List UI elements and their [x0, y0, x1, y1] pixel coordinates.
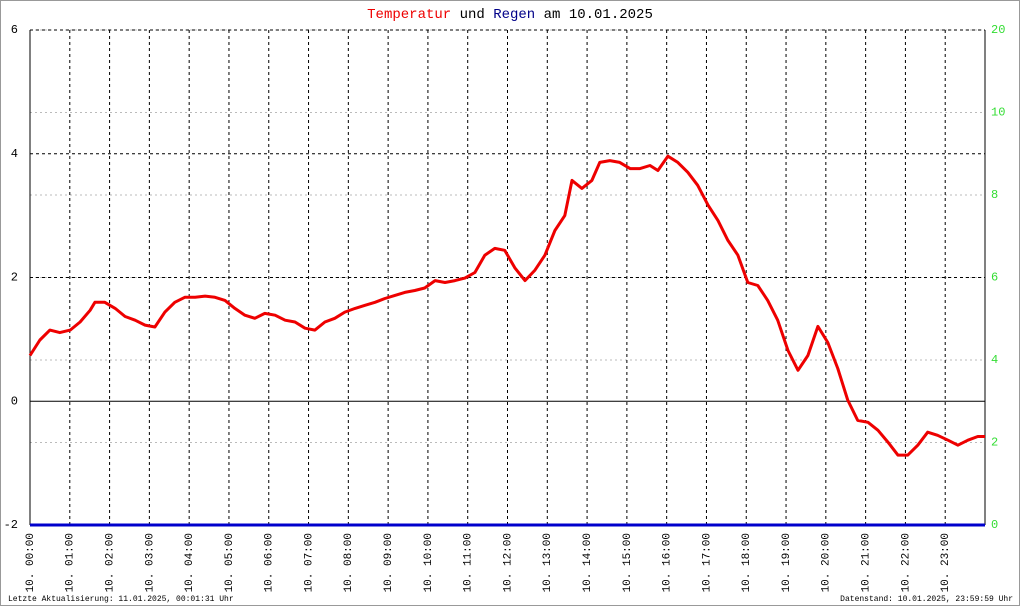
x-tick-label: 10. 07:00: [303, 533, 315, 592]
y2-tick-label: 10: [991, 106, 1005, 120]
x-tick-label: 10. 22:00: [900, 533, 912, 592]
x-tick-label: 10. 12:00: [502, 533, 514, 592]
x-tick-label: 10. 21:00: [861, 533, 873, 592]
y-tick-label: 6: [11, 23, 18, 37]
title-suffix: am 10.01.2025: [544, 7, 653, 23]
footer-left: Letzte Aktualisierung: 11.01.2025, 00:01…: [8, 595, 234, 604]
x-tick-label: 10. 02:00: [104, 533, 116, 592]
y2-tick-label: 8: [991, 188, 998, 202]
x-tick-label: 10. 06:00: [264, 533, 276, 592]
series-line: [28, 154, 985, 457]
x-tick-label: 10. 13:00: [542, 533, 554, 592]
x-tick-label: 10. 23:00: [940, 533, 952, 592]
x-tick-label: 10. 20:00: [821, 533, 833, 592]
x-tick-label: 10. 09:00: [383, 533, 395, 592]
x-tick-label: 10. 03:00: [144, 533, 156, 592]
x-tick-label: 10. 15:00: [622, 533, 634, 592]
x-tick-label: 10. 05:00: [224, 533, 236, 592]
x-tick-label: 10. 00:00: [25, 533, 37, 592]
y2-tick-label: 6: [991, 271, 998, 285]
y2-tick-label: 0: [991, 518, 998, 532]
title-series-2: Regen: [493, 7, 535, 23]
y2-tick-label: 20: [991, 23, 1005, 37]
x-tick-label: 10. 04:00: [184, 533, 196, 592]
footer-right: Datenstand: 10.01.2025, 23:59:59 Uhr: [840, 595, 1013, 604]
x-tick-label: 10. 11:00: [463, 533, 475, 592]
x-tick-label: 10. 14:00: [582, 533, 594, 592]
x-tick-label: 10. 16:00: [662, 533, 674, 592]
x-tick-label: 10. 17:00: [701, 533, 713, 592]
y2-tick-label: 4: [991, 353, 998, 367]
x-tick-label: 10. 08:00: [343, 533, 355, 592]
x-tick-label: 10. 18:00: [741, 533, 753, 592]
y-tick-label: 2: [11, 271, 18, 285]
chart-title: Temperatur und Regen am 10.01.2025: [367, 7, 653, 23]
x-tick-label: 10. 10:00: [423, 533, 435, 592]
title-series-1: Temperatur: [367, 7, 451, 23]
y-tick-label: -2: [4, 518, 18, 532]
y2-tick-label: 2: [991, 436, 998, 450]
title-and: und: [460, 7, 485, 23]
y-tick-label: 0: [11, 394, 18, 408]
x-tick-label: 10. 01:00: [65, 533, 77, 592]
y-tick-label: 4: [11, 147, 18, 161]
x-tick-label: 10. 19:00: [781, 533, 793, 592]
